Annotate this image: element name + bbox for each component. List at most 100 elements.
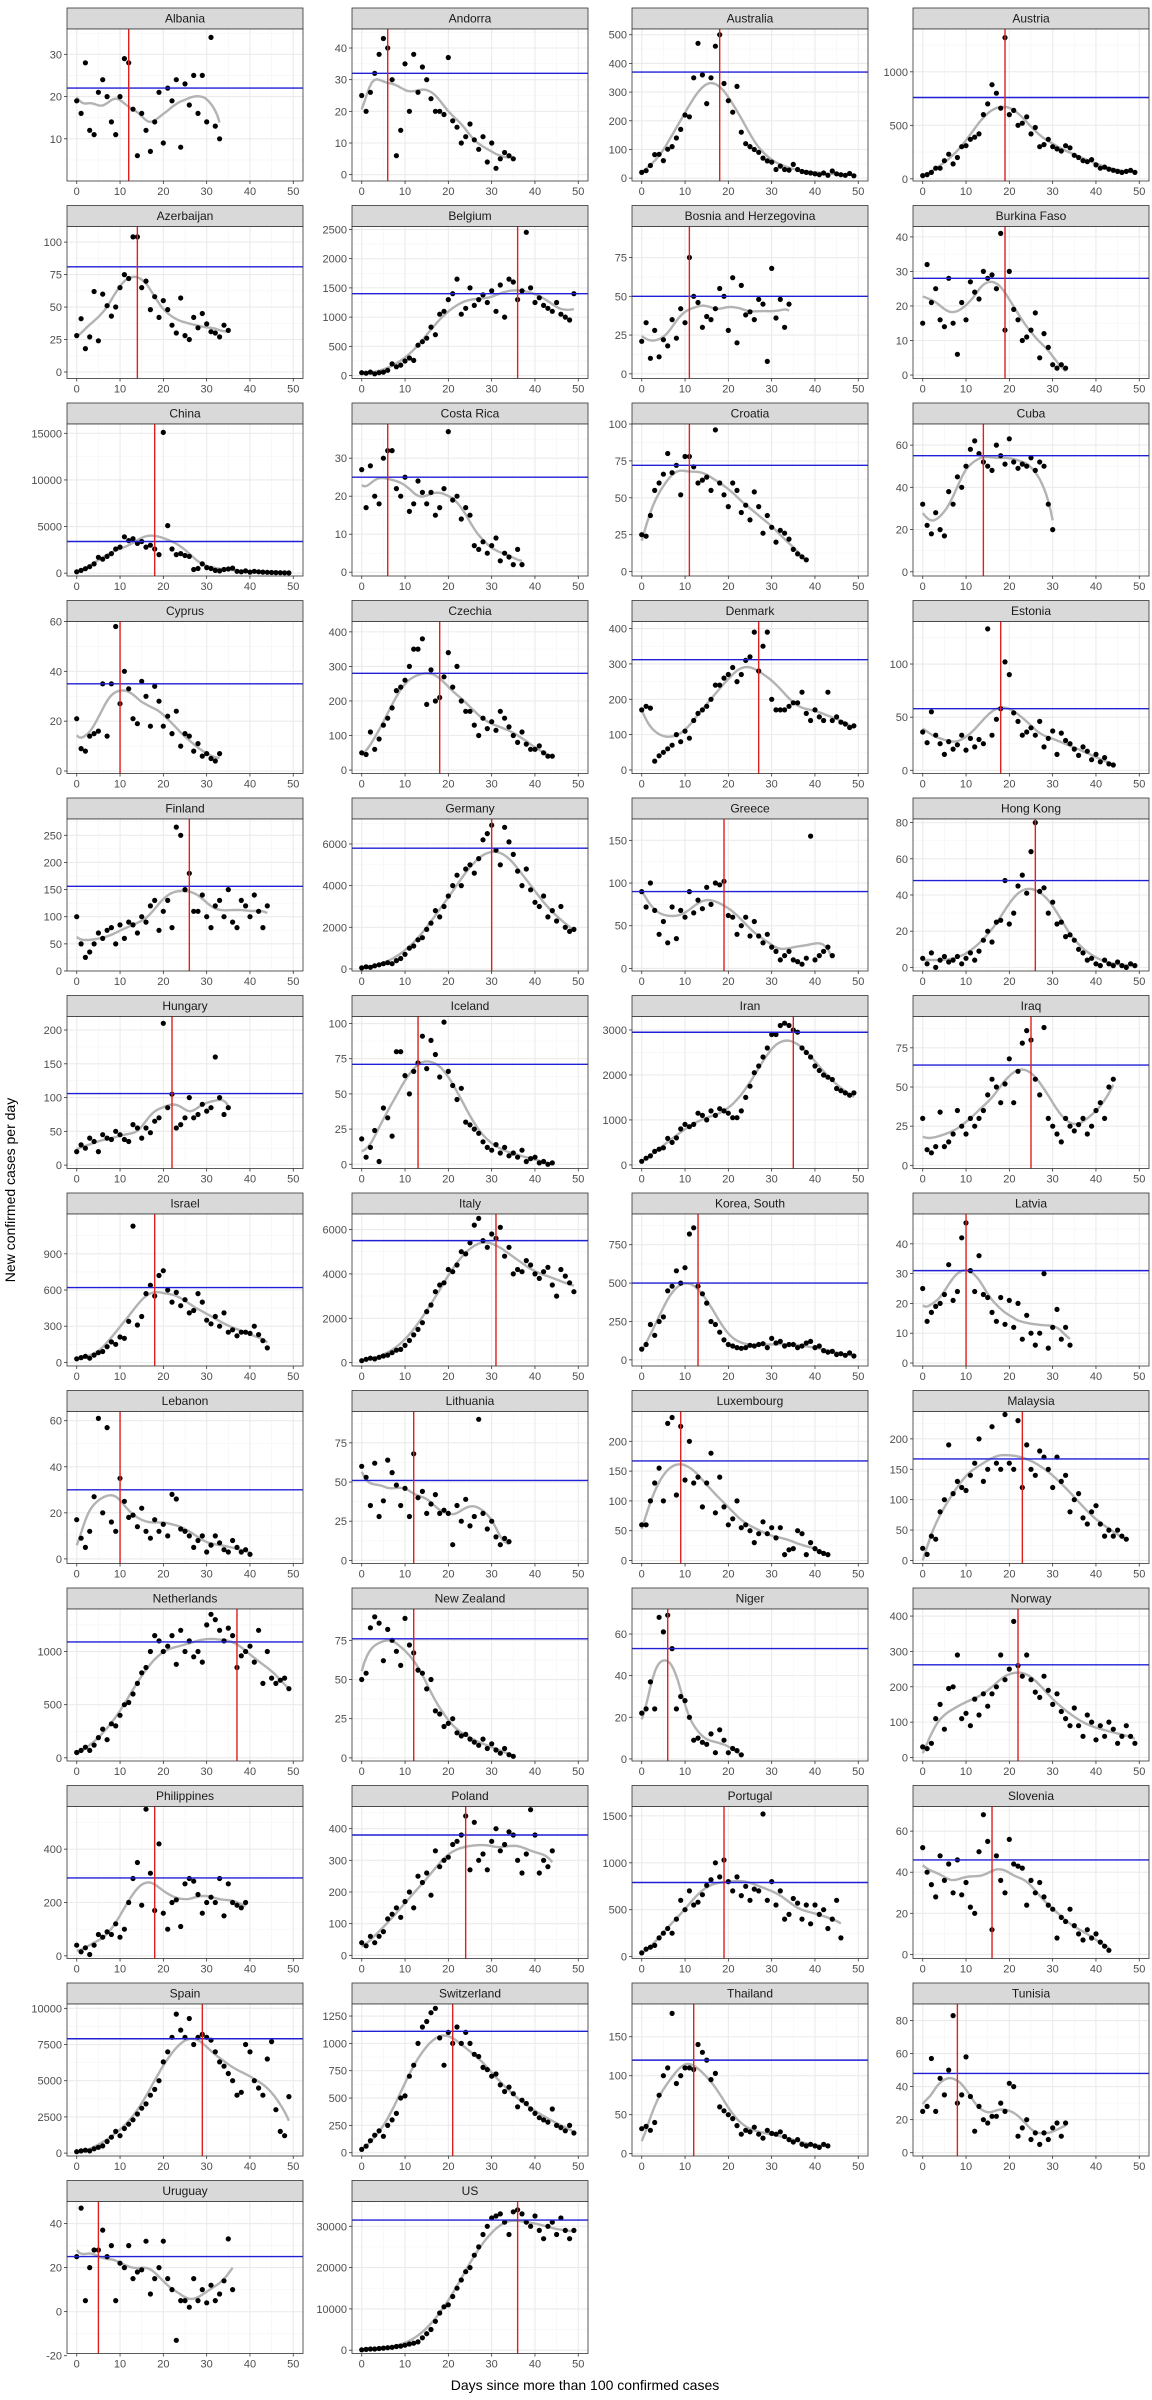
x-tick-label: 10 [960,1371,972,1383]
data-point [484,1244,490,1250]
facet-title: Slovenia [1008,1789,1054,1803]
y-tick-label: 250 [609,1316,627,1328]
data-point [985,1838,991,1844]
data-point [993,1460,1000,1466]
data-point [989,467,995,473]
data-point [424,2018,430,2025]
data-point [816,953,822,959]
data-point [665,1925,671,1932]
data-point [678,2073,684,2079]
data-point [1037,144,1043,150]
x-tick-label: 0 [639,384,645,396]
x-tick-label: 10 [114,1371,126,1383]
data-point [959,144,965,150]
panel-border [912,621,1150,774]
data-point [428,1501,434,1507]
data-point [217,568,223,574]
data-point [834,171,840,177]
data-point [398,2095,404,2101]
data-point [933,1716,939,1722]
data-point [954,1478,961,1484]
x-tick-label: 20 [442,1766,454,1778]
data-point [82,1945,88,1951]
data-point [673,732,680,738]
y-tick-label: 10000 [31,2003,62,2015]
data-point [1037,888,1043,895]
data-point [238,2089,244,2095]
facet-title: Denmark [726,604,776,618]
data-point [1106,166,1112,172]
data-point [821,1072,827,1078]
x-tick-label: 40 [809,1174,821,1186]
data-point [946,151,952,157]
data-point [941,751,948,758]
data-point [173,77,179,83]
facet-title: Tunisia [1012,1987,1051,2001]
data-point [989,272,995,278]
data-point [1006,1056,1012,1062]
y-tick-label: 0 [56,1357,62,1369]
x-tick-label: 0 [74,2359,80,2371]
x-tick-label: 40 [529,976,541,988]
y-tick-label: 400 [609,624,627,636]
data-point [432,698,438,704]
data-point [208,1542,214,1548]
data-point [471,1222,477,1228]
data-point [708,2077,714,2083]
data-point [812,1063,818,1069]
data-point [95,1931,101,1938]
data-point [243,903,249,909]
data-point [1089,1719,1095,1725]
data-point [998,230,1004,236]
y-tick-label: 2000 [603,1070,627,1082]
data-point [928,950,935,956]
data-point [95,1415,101,1421]
data-point [104,1737,110,1743]
data-point [699,2049,706,2055]
y-tick-label: 30 [335,453,347,465]
x-tick-label: 40 [809,1569,821,1581]
data-point [937,1853,943,1859]
data-point [541,750,547,756]
y-tick-label: 600 [44,1285,62,1297]
data-point [428,920,434,926]
panel-plot-area [913,1806,1149,1959]
data-point [838,719,844,725]
smooth-curve [360,1639,514,1757]
panel-border [631,423,869,577]
data-point [1011,910,1017,916]
data-point [1037,459,1043,465]
y-tick-label: 60 [50,1416,62,1428]
data-point [169,1633,175,1639]
data-point [385,2345,391,2351]
data-point [795,1345,801,1351]
data-point [959,299,965,306]
data-point [1024,334,1030,340]
data-point [380,455,386,461]
data-point [463,1251,469,1257]
data-point [415,478,421,484]
data-point [471,302,477,308]
data-point [1032,1472,1038,1478]
data-point [993,286,1000,292]
data-point [467,2040,473,2046]
panel-plot-area [352,1411,588,1564]
data-point [803,169,809,175]
data-point [363,1356,369,1362]
data-point [380,1658,386,1664]
data-point [1132,1740,1138,1746]
x-tick-label: 0 [920,1964,926,1976]
panel-border [631,1411,869,1564]
data-point [1028,1466,1034,1472]
data-point [985,2120,991,2126]
data-point [665,1288,671,1294]
data-point [156,89,162,95]
data-point [502,2088,508,2095]
x-tick-label: 30 [486,1174,498,1186]
data-point [1050,1906,1056,1912]
data-point [406,1513,412,1520]
data-point [717,1474,723,1480]
data-point [972,957,978,963]
